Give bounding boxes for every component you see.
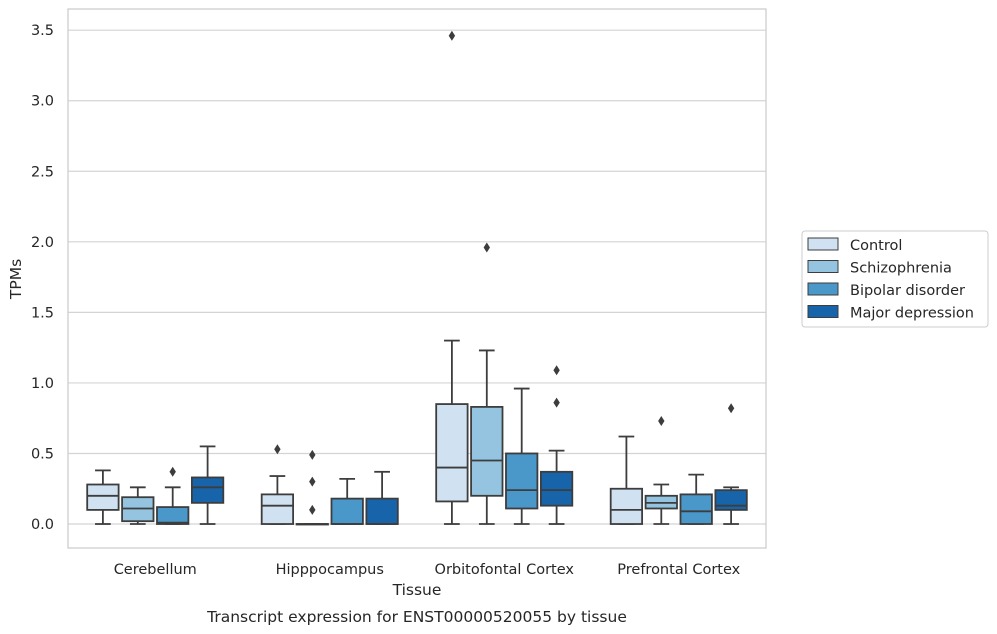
y-tick-label: 3.5	[31, 23, 54, 39]
box-schizophrenia	[121, 486, 155, 525]
box-iqr	[505, 452, 539, 510]
legend-label: Bipolar disorder	[850, 283, 965, 299]
box-iqr	[470, 406, 504, 497]
legend-swatch	[807, 260, 839, 273]
y-tick-label: 2.0	[31, 235, 54, 251]
legend-item: Bipolar disorder	[807, 282, 965, 299]
outlier-marker	[309, 476, 316, 487]
box-major-depression	[365, 470, 399, 525]
box-schizophrenia	[644, 416, 678, 525]
x-tick-label: Hipppocampus	[276, 562, 384, 578]
legend-label: Major depression	[850, 306, 974, 322]
outlier-marker	[274, 444, 281, 455]
y-axis-label: TPMs	[7, 259, 25, 300]
box-iqr	[714, 489, 748, 511]
outlier-marker	[553, 397, 560, 408]
legend-label: Control	[850, 238, 902, 254]
outlier-marker	[483, 242, 490, 253]
box-major-depression	[539, 365, 574, 525]
legend-item: Control	[807, 237, 902, 254]
box-schizophrenia	[295, 449, 329, 526]
legend-swatch	[807, 237, 839, 251]
box-schizophrenia	[470, 242, 504, 525]
box-iqr	[86, 483, 120, 511]
legend-swatch	[807, 282, 839, 296]
box-iqr	[330, 497, 364, 525]
box-iqr	[539, 470, 574, 507]
y-tick-labels: 0.0 0.5 1.0 1.5 2.0 2.5 3.0 3.5	[31, 23, 54, 533]
box-bipolar-disorder	[679, 473, 713, 525]
y-tick-label: 2.5	[31, 164, 54, 180]
box-control	[86, 469, 120, 525]
outlier-marker	[309, 449, 316, 460]
x-tick-label: Orbitofontal Cortex	[435, 562, 575, 578]
legend-swatch	[807, 305, 839, 318]
box-bipolar-disorder	[505, 387, 539, 525]
box-bipolar-disorder	[156, 466, 190, 525]
boxes	[86, 30, 748, 526]
outlier-marker	[658, 416, 665, 427]
box-iqr	[190, 476, 225, 504]
legend: Control Schizophrenia Bipolar disorder Majo…	[801, 230, 989, 328]
box-bipolar-disorder	[330, 477, 364, 525]
box-iqr	[260, 493, 295, 525]
box-iqr	[156, 506, 190, 525]
outlier-marker	[727, 403, 735, 414]
outlier-marker	[553, 365, 560, 376]
y-tick-label: 3.0	[31, 94, 54, 110]
y-tick-label: 0.5	[31, 446, 54, 462]
grid-lines	[68, 29, 766, 525]
box-control	[609, 435, 644, 525]
box-iqr	[435, 403, 469, 503]
y-tick-label: 1.0	[31, 376, 54, 392]
legend-label: Schizophrenia	[850, 261, 952, 277]
outlier-marker	[309, 504, 316, 515]
box-iqr	[609, 487, 644, 525]
outlier-marker	[169, 466, 176, 477]
box-major-depression	[190, 445, 225, 525]
x-axis-label: Tissue	[392, 581, 442, 599]
legend-item: Major depression	[807, 305, 974, 322]
x-tick-label: Prefrontal Cortex	[617, 562, 740, 578]
outlier-marker	[448, 30, 456, 41]
legend-item: Schizophrenia	[807, 260, 952, 277]
y-tick-label: 0.0	[31, 517, 54, 533]
x-tick-labels: Cerebellum Hipppocampus Orbitofontal Corte…	[114, 562, 741, 578]
legend-items: Control Schizophrenia Bipolar disorder Majo…	[807, 237, 974, 322]
legend-frame	[801, 230, 989, 328]
box-iqr	[679, 493, 713, 525]
box-control	[435, 30, 469, 525]
box-major-depression	[714, 403, 748, 525]
chart-caption: Transcript expression for ENST0000052005…	[206, 608, 627, 626]
x-tick-label: Cerebellum	[114, 562, 197, 578]
box-iqr	[365, 497, 399, 525]
box-control	[260, 444, 295, 525]
plot-frame	[67, 8, 767, 549]
y-tick-label: 1.5	[31, 305, 54, 321]
